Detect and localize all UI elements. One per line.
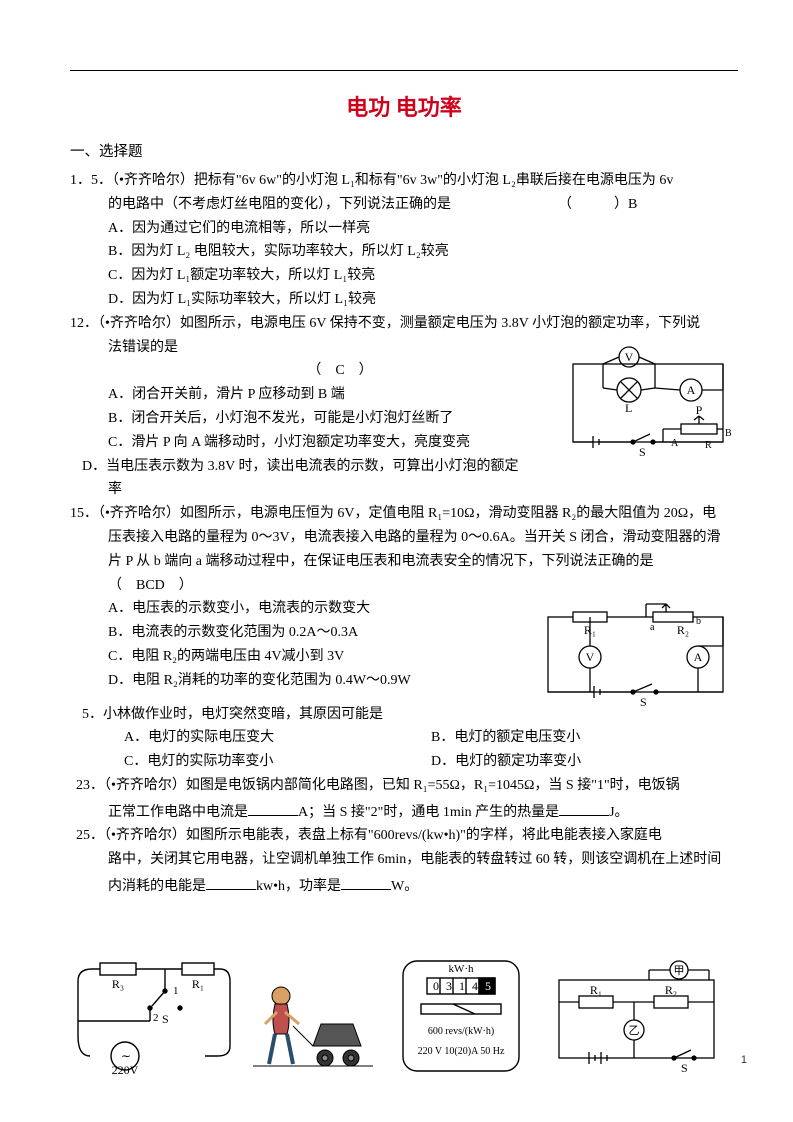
q12-paren: （ C ） bbox=[307, 363, 372, 378]
section-heading: 一、选择题 bbox=[70, 140, 738, 165]
svg-text:a: a bbox=[650, 622, 655, 633]
svg-text:1: 1 bbox=[459, 979, 465, 993]
svg-text:R₁: R₁ bbox=[192, 977, 204, 991]
svg-text:R₁: R₁ bbox=[590, 983, 602, 997]
svg-text:R₃: R₃ bbox=[112, 977, 124, 991]
q23-blank-2[interactable] bbox=[559, 798, 609, 816]
svg-text:220V: 220V bbox=[112, 1063, 139, 1076]
svg-text:L: L bbox=[625, 401, 632, 415]
q12-D1: D．当电压表示数为 3.8V 时，读出电流表的示数，可算出小灯泡的额定 bbox=[82, 459, 518, 474]
svg-text:b: b bbox=[696, 616, 701, 627]
q1-stem-a: （•齐齐哈尔）把标有"6v 6w"的小灯泡 L₁和标有"6v 3w"的小灯泡 L… bbox=[112, 173, 673, 188]
svg-text:P: P bbox=[696, 403, 703, 417]
q1-paren: （ ）B bbox=[558, 197, 637, 212]
q25-blank-1[interactable] bbox=[206, 872, 256, 890]
page-title: 电功 电功率 bbox=[70, 89, 738, 126]
q15: 15．（•齐齐哈尔）如图所示，电源电压恒为 6V，定值电阻 R₁=10Ω，滑动变… bbox=[70, 502, 738, 692]
svg-text:A: A bbox=[687, 383, 696, 397]
svg-text:R₂: R₂ bbox=[677, 623, 689, 637]
svg-text:R₁: R₁ bbox=[584, 623, 596, 637]
q23-blank-1[interactable] bbox=[248, 798, 298, 816]
q15-num: 15． bbox=[70, 506, 98, 521]
q5-A: A．电灯的实际电压变大 bbox=[124, 726, 431, 750]
q25-num: 25． bbox=[76, 828, 104, 843]
q12-D2: 率 bbox=[70, 478, 738, 502]
svg-text:3: 3 bbox=[446, 979, 452, 993]
q5-D: D．电灯的额定功率变小 bbox=[431, 750, 738, 774]
page-number: 1 bbox=[741, 1051, 747, 1070]
svg-text:S: S bbox=[681, 1061, 688, 1075]
q12-stem-a: （•齐齐哈尔）如图所示，电源电压 6V 保持不变，测量额定电压为 3.8V 小灯… bbox=[98, 316, 700, 331]
svg-text:4: 4 bbox=[472, 979, 478, 993]
q12-circuit-diagram: V A L S P A B R bbox=[563, 346, 748, 475]
q15-paren: （ BCD ） bbox=[70, 574, 738, 598]
svg-text:乙: 乙 bbox=[629, 1024, 640, 1037]
svg-text:600 revs/(kW·h): 600 revs/(kW·h) bbox=[428, 1026, 494, 1037]
q5-num: 5． bbox=[82, 707, 103, 722]
boy-cart-illustration bbox=[253, 966, 373, 1076]
q15-circuit-diagram: R₁ R₂ a b V A S bbox=[538, 602, 738, 721]
svg-text:S: S bbox=[640, 695, 647, 709]
svg-text:V: V bbox=[586, 650, 595, 664]
svg-text:A: A bbox=[671, 438, 679, 449]
q12-stem-b: 法错误的是 bbox=[108, 340, 178, 355]
q1-A: A．因为通过它们的电流相等，所以一样亮 bbox=[70, 217, 738, 241]
svg-text:甲: 甲 bbox=[674, 965, 685, 977]
q1-num: 1．5． bbox=[70, 173, 112, 188]
q5-B: B．电灯的额定电压变小 bbox=[431, 726, 738, 750]
svg-text:1: 1 bbox=[173, 985, 179, 997]
top-rule bbox=[70, 70, 738, 71]
q12-num: 12． bbox=[70, 316, 98, 331]
q12: 12．（•齐齐哈尔）如图所示，电源电压 6V 保持不变，测量额定电压为 3.8V… bbox=[70, 312, 738, 502]
bottom-figures: R₃ R₁ 1 2 S ∼ 220V bbox=[70, 956, 724, 1076]
q23-num: 23． bbox=[76, 778, 104, 793]
svg-text:B: B bbox=[725, 428, 732, 439]
svg-text:S: S bbox=[639, 445, 646, 459]
svg-text:V: V bbox=[625, 350, 634, 364]
q23: 23．（•齐齐哈尔）如图是电饭锅内部简化电路图，已知 R₁=55Ω，R₁=104… bbox=[70, 774, 738, 824]
cooker-circuit-diagram: R₃ R₁ 1 2 S ∼ 220V bbox=[70, 961, 235, 1076]
q25-blank-2[interactable] bbox=[341, 872, 391, 890]
svg-text:S: S bbox=[162, 1012, 169, 1026]
svg-text:2: 2 bbox=[153, 1012, 159, 1024]
svg-text:0: 0 bbox=[433, 979, 439, 993]
svg-text:5: 5 bbox=[485, 979, 491, 993]
q1-C: C．因为灯 L₁额定功率较大，所以灯 L₁较亮 bbox=[70, 264, 738, 288]
q1-D: D．因为灯 L₁实际功率较大，所以灯 L₁较亮 bbox=[70, 288, 738, 312]
q1-stem-b: 的电路中（不考虑灯丝电阻的变化），下列说法正确的是 bbox=[108, 197, 451, 212]
svg-text:kW·h: kW·h bbox=[448, 963, 474, 975]
q25: 25．（•齐齐哈尔）如图所示电能表，表盘上标有"600revs/(kw•h)"的… bbox=[70, 824, 738, 898]
svg-text:R: R bbox=[705, 440, 712, 451]
svg-text:220 V 10(20)A 50 Hz: 220 V 10(20)A 50 Hz bbox=[418, 1046, 505, 1057]
q1-B: B．因为灯 L₂ 电阻较大，实际功率较大，所以灯 L₂较亮 bbox=[70, 240, 738, 264]
right-circuit-diagram: R₁ R₂ 甲 乙 S bbox=[549, 958, 724, 1076]
svg-text:A: A bbox=[694, 650, 703, 664]
energy-meter-diagram: kW·h 0 3 1 4 5 600 revs/(kW·h) 220 V 10(… bbox=[391, 956, 531, 1076]
svg-text:R₂: R₂ bbox=[665, 983, 677, 997]
q1: 1．5．（•齐齐哈尔）把标有"6v 6w"的小灯泡 L₁和标有"6v 3w"的小… bbox=[70, 169, 738, 312]
svg-text:∼: ∼ bbox=[120, 1049, 130, 1063]
q5-C: C．电灯的实际功率变小 bbox=[124, 750, 431, 774]
